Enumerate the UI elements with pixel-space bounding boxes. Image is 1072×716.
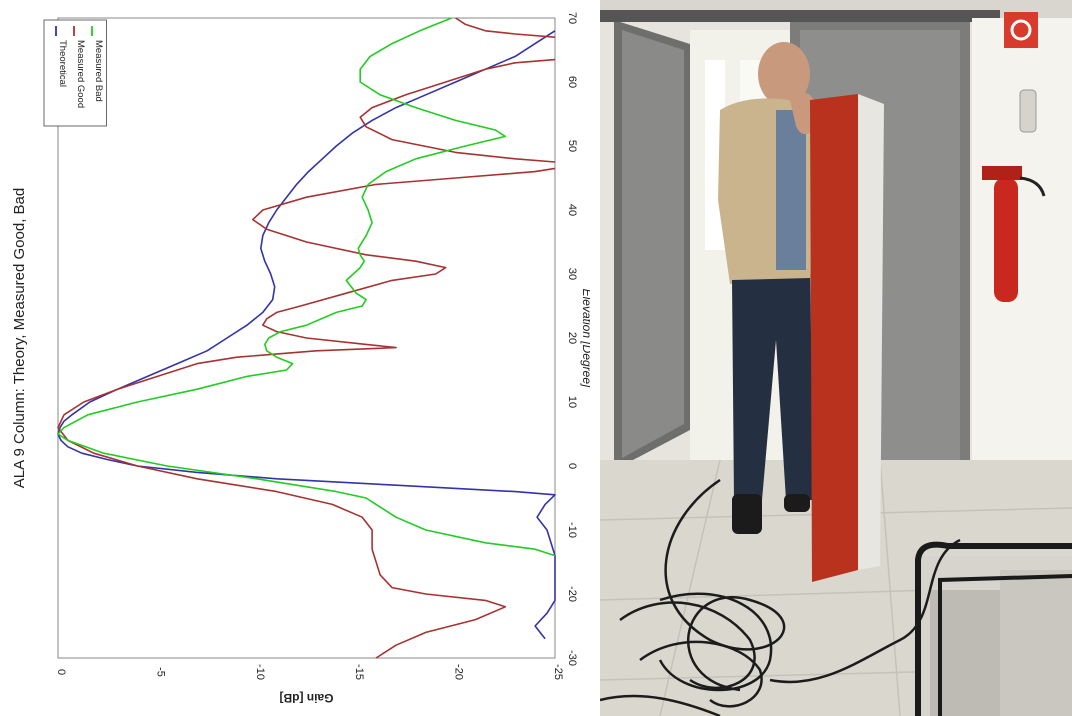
series-line: [359, 58, 556, 163]
x-tick-label: 20: [566, 332, 578, 344]
x-tick-label: -30: [566, 650, 578, 666]
x-tick-label: 70: [566, 12, 578, 24]
y-tick-label: -15: [353, 664, 365, 680]
y-tick-label: 0: [55, 669, 67, 675]
person-head: [758, 42, 810, 106]
x-tick-label: -20: [566, 586, 578, 602]
series-line: [57, 167, 556, 659]
x-tick-label: 50: [566, 140, 578, 152]
chart-panel: -30 -20 -10 0 10 20 30 40 50 60 70 -25 -20 -15 -10 -5 0 A…: [11, 11, 590, 705]
y-tick-label: -5: [154, 667, 166, 677]
series-line: [57, 30, 556, 640]
x-tick-label: 60: [566, 76, 578, 88]
x-tick-label: 0: [566, 463, 578, 469]
x-tick-label: 40: [566, 204, 578, 216]
red-antenna-column: [810, 94, 858, 582]
chart-title: ALA 9 Column: Theory, Measured Good, Bad: [11, 188, 28, 488]
person-trousers: [732, 278, 814, 500]
antenna-gain-chart: -30 -20 -10 0 10 20 30 40 50 60 70 -25 -20 -15 -10 -5 0 A…: [11, 12, 590, 705]
wall-switch: [1019, 89, 1037, 133]
series-line: [455, 17, 556, 38]
y-tick-label: -25: [552, 664, 564, 680]
y-tick-label: -10: [254, 664, 266, 680]
y-axis-label: Gain [dB]: [280, 691, 334, 705]
series-line: [57, 17, 556, 557]
fire-extinguisher: [994, 178, 1018, 302]
legend-entry: Measured Bad: [93, 40, 104, 102]
y-tick-label: -20: [453, 664, 465, 680]
x-tick-label: 10: [566, 396, 578, 408]
x-tick-label: 30: [566, 268, 578, 280]
person-shirt: [776, 110, 806, 270]
x-tick-label: -10: [566, 522, 578, 538]
legend-entry: Measured Good: [75, 40, 86, 108]
photo-antenna-column-measurement: [600, 0, 1072, 716]
legend-box: [43, 19, 107, 127]
exit-sign-icon: [1004, 12, 1038, 48]
right-wall: [972, 18, 1072, 468]
x-axis-label: Elevation [Degree]: [580, 289, 590, 388]
cables: [600, 478, 961, 716]
legend-entry: Theoretical: [57, 40, 68, 87]
measurement-equipment-trolley: [915, 541, 1072, 716]
